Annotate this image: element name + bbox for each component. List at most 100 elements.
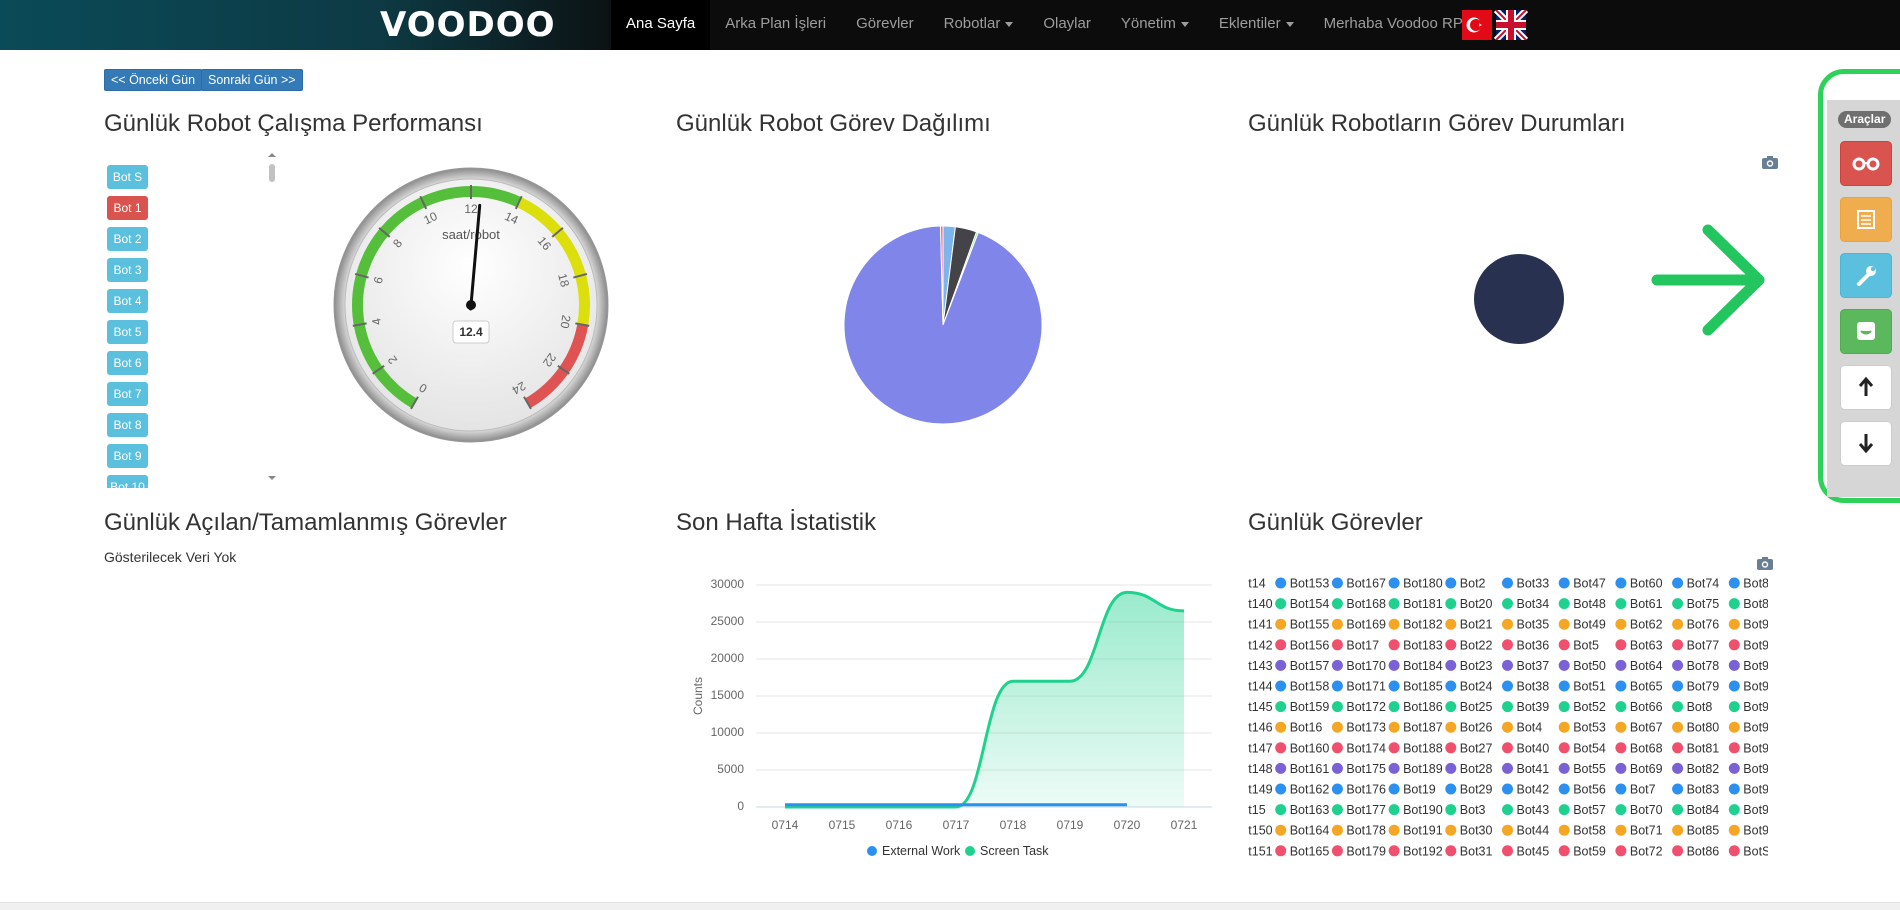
legend-label[interactable]: Bot83 bbox=[1687, 783, 1720, 797]
legend-symbol[interactable] bbox=[1275, 659, 1287, 671]
legend-symbol[interactable] bbox=[1502, 783, 1513, 795]
legend-symbol[interactable] bbox=[1615, 783, 1627, 795]
legend-label[interactable]: Bot163 bbox=[1290, 803, 1330, 817]
legend-label[interactable]: Bot75 bbox=[1687, 597, 1720, 611]
legend-symbol[interactable] bbox=[1502, 680, 1513, 692]
legend-label[interactable]: Bot72 bbox=[1630, 844, 1663, 858]
legend-symbol[interactable] bbox=[1331, 577, 1343, 589]
legend-label[interactable]: Bot146 bbox=[1248, 721, 1273, 735]
legend-label[interactable]: Bot99 bbox=[1743, 824, 1768, 838]
legend-label[interactable]: Bot26 bbox=[1460, 721, 1493, 735]
legend-symbol[interactable] bbox=[1558, 680, 1570, 692]
legend-label[interactable]: Bot91 bbox=[1743, 659, 1768, 673]
nav-item[interactable]: Görevler bbox=[841, 0, 929, 50]
legend-label[interactable]: Bot174 bbox=[1346, 741, 1386, 755]
legend-symbol[interactable] bbox=[1728, 762, 1740, 774]
tool-screen[interactable] bbox=[1840, 309, 1892, 354]
legend-label[interactable]: Bot41 bbox=[1517, 762, 1550, 776]
legend-symbol[interactable] bbox=[1502, 701, 1513, 713]
legend-symbol[interactable] bbox=[1615, 701, 1627, 713]
legend-symbol[interactable] bbox=[1672, 659, 1684, 671]
legend-symbol[interactable] bbox=[1615, 639, 1627, 651]
legend-label[interactable]: Bot192 bbox=[1403, 844, 1443, 858]
legend-label[interactable]: Bot21 bbox=[1460, 618, 1493, 632]
legend-symbol[interactable] bbox=[1672, 680, 1684, 692]
legend-label[interactable]: Bot78 bbox=[1687, 659, 1720, 673]
legend-symbol[interactable] bbox=[1502, 804, 1513, 816]
legend-label[interactable]: Bot71 bbox=[1630, 824, 1663, 838]
legend-symbol[interactable] bbox=[1558, 762, 1570, 774]
legend-symbol[interactable] bbox=[1445, 659, 1457, 671]
legend-label[interactable]: Bot155 bbox=[1290, 618, 1330, 632]
legend-label[interactable]: Bot190 bbox=[1403, 803, 1443, 817]
legend-label[interactable]: Bot158 bbox=[1290, 680, 1330, 694]
logo[interactable]: VOODOO bbox=[380, 5, 556, 45]
legend-label[interactable]: Bot49 bbox=[1573, 618, 1606, 632]
legend-symbol[interactable] bbox=[1275, 598, 1287, 610]
legend-label[interactable]: Bot164 bbox=[1290, 824, 1330, 838]
legend-label[interactable]: Bot29 bbox=[1460, 783, 1493, 797]
legend-label[interactable]: Bot95 bbox=[1743, 741, 1768, 755]
legend-label[interactable]: Bot77 bbox=[1687, 638, 1720, 652]
legend-label[interactable]: Bot39 bbox=[1517, 700, 1550, 714]
legend-symbol[interactable] bbox=[1672, 577, 1684, 589]
legend-symbol[interactable] bbox=[1502, 598, 1513, 610]
legend-label[interactable]: Bot70 bbox=[1630, 803, 1663, 817]
legend-label[interactable]: Bot76 bbox=[1687, 618, 1720, 632]
legend-label[interactable]: Bot86 bbox=[1687, 844, 1720, 858]
legend-symbol[interactable] bbox=[1558, 598, 1570, 610]
legend-label[interactable]: Bot64 bbox=[1630, 659, 1663, 673]
legend-label[interactable]: Bot162 bbox=[1290, 783, 1330, 797]
legend-symbol[interactable] bbox=[1445, 742, 1457, 754]
legend-label[interactable]: Bot153 bbox=[1290, 577, 1330, 591]
robot-button[interactable]: Bot S bbox=[107, 165, 148, 189]
robot-button[interactable]: Bot 7 bbox=[107, 382, 148, 406]
legend-symbol[interactable] bbox=[1445, 701, 1457, 713]
legend-label[interactable]: Bot188 bbox=[1403, 741, 1443, 755]
legend-label[interactable]: Bot151 bbox=[1248, 844, 1273, 858]
legend-symbol[interactable] bbox=[1388, 659, 1400, 671]
legend-label[interactable]: Bot97 bbox=[1743, 783, 1768, 797]
legend-symbol[interactable] bbox=[1445, 824, 1457, 836]
legend-symbol[interactable] bbox=[1558, 742, 1570, 754]
legend-symbol[interactable] bbox=[1502, 824, 1513, 836]
legend-symbol[interactable] bbox=[1388, 639, 1400, 651]
legend-symbol[interactable] bbox=[1275, 680, 1287, 692]
legend-label[interactable]: Bot186 bbox=[1403, 700, 1443, 714]
robot-button[interactable]: Bot 6 bbox=[107, 351, 148, 375]
legend-label[interactable]: Bot168 bbox=[1346, 597, 1386, 611]
legend-label[interactable]: Bot53 bbox=[1573, 721, 1606, 735]
legend-label[interactable]: Bot167 bbox=[1346, 577, 1386, 591]
legend-label[interactable]: Bot176 bbox=[1346, 783, 1386, 797]
legend-label[interactable]: Bot94 bbox=[1743, 721, 1768, 735]
legend-symbol[interactable] bbox=[1615, 680, 1627, 692]
legend-label[interactable]: Bot35 bbox=[1517, 618, 1550, 632]
legend-label[interactable]: Bot184 bbox=[1403, 659, 1443, 673]
legend-symbol[interactable] bbox=[1331, 783, 1343, 795]
legend-symbol[interactable] bbox=[1728, 845, 1740, 857]
legend-symbol[interactable] bbox=[1728, 824, 1740, 836]
legend-label[interactable]: Bot25 bbox=[1460, 700, 1493, 714]
legend-label[interactable]: Bot159 bbox=[1290, 700, 1330, 714]
legend-label[interactable]: Bot47 bbox=[1573, 577, 1606, 591]
legend-label[interactable]: Bot169 bbox=[1346, 618, 1386, 632]
legend-symbol[interactable] bbox=[1275, 639, 1287, 651]
legend-symbol[interactable] bbox=[1728, 680, 1740, 692]
legend-symbol[interactable] bbox=[1502, 742, 1513, 754]
legend-symbol[interactable] bbox=[1445, 577, 1457, 589]
legend-label[interactable]: Bot30 bbox=[1460, 824, 1493, 838]
legend-label[interactable]: Bot148 bbox=[1248, 762, 1273, 776]
legend-label[interactable]: Bot185 bbox=[1403, 680, 1443, 694]
legend-symbol[interactable] bbox=[1672, 639, 1684, 651]
robot-button[interactable]: Bot 5 bbox=[107, 320, 148, 344]
robot-button[interactable]: Bot 8 bbox=[107, 413, 148, 437]
legend-symbol[interactable] bbox=[1615, 618, 1627, 630]
legend-label[interactable]: Bot178 bbox=[1346, 824, 1386, 838]
legend-symbol[interactable] bbox=[1331, 742, 1343, 754]
legend-label[interactable]: Bot79 bbox=[1687, 680, 1720, 694]
legend-label[interactable]: Bot55 bbox=[1573, 762, 1606, 776]
legend-symbol[interactable] bbox=[1502, 659, 1513, 671]
legend-label[interactable]: Bot4 bbox=[1517, 721, 1543, 735]
legend-symbol[interactable] bbox=[1502, 762, 1513, 774]
legend-label[interactable]: Bot90 bbox=[1743, 638, 1768, 652]
